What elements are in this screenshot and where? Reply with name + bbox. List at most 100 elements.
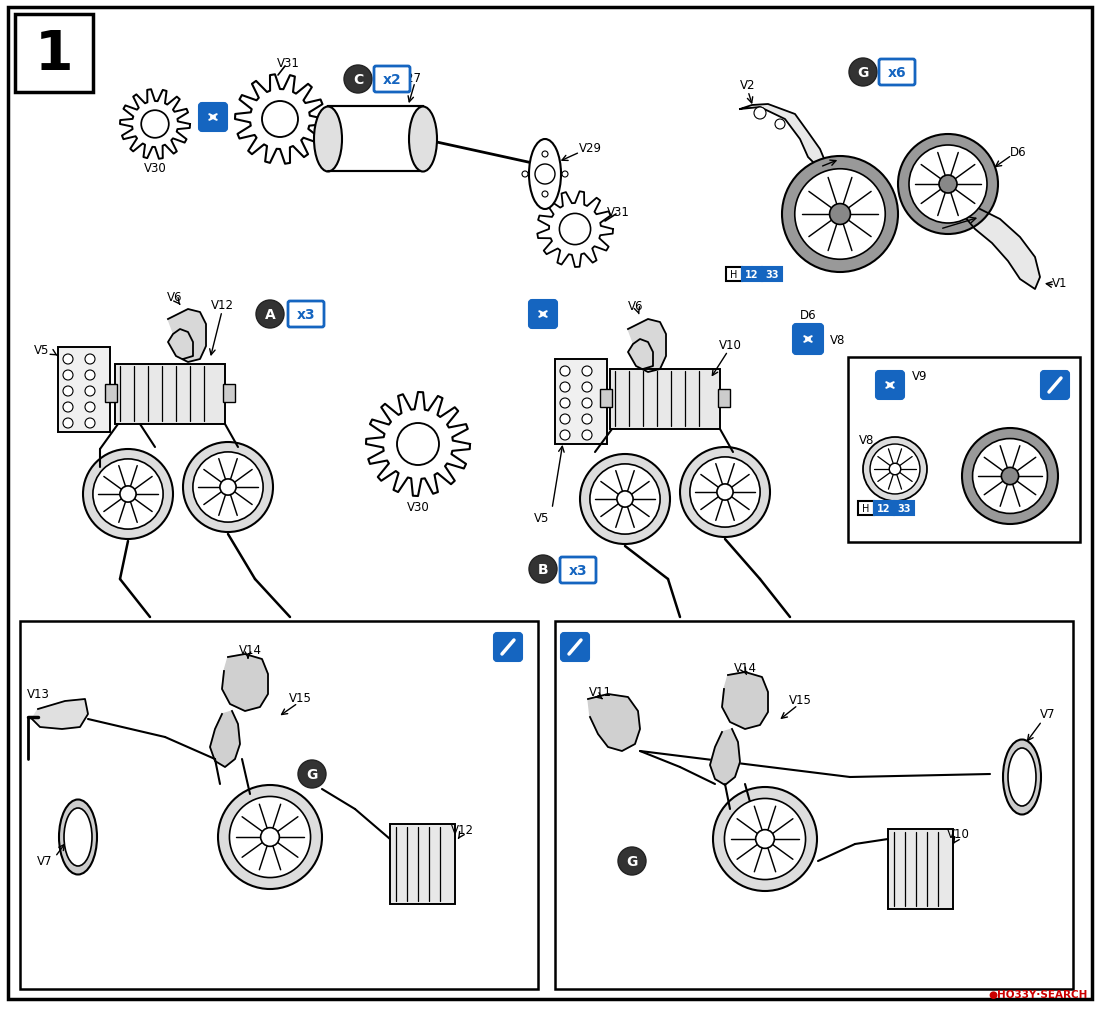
Circle shape [256, 300, 284, 329]
Text: V11: V11 [588, 684, 612, 698]
Circle shape [582, 382, 592, 392]
Text: G: G [306, 767, 318, 782]
Bar [556, 622, 1072, 989]
FancyBboxPatch shape [879, 60, 915, 86]
Circle shape [63, 371, 73, 380]
Text: V31: V31 [606, 205, 629, 218]
Circle shape [535, 165, 556, 185]
Bar [894, 501, 914, 516]
Circle shape [230, 797, 310, 878]
Bar [328, 107, 424, 172]
Bar [104, 384, 117, 402]
Circle shape [120, 486, 136, 502]
Circle shape [582, 398, 592, 408]
FancyBboxPatch shape [1041, 372, 1069, 399]
Circle shape [141, 111, 168, 139]
Text: G: G [857, 66, 869, 80]
Circle shape [776, 120, 785, 129]
Text: V10: V10 [718, 338, 741, 351]
Text: B: B [538, 562, 548, 576]
Circle shape [754, 108, 766, 120]
Polygon shape [588, 695, 640, 751]
Polygon shape [366, 392, 470, 496]
Text: D6: D6 [800, 308, 816, 321]
Bar [610, 370, 720, 430]
Circle shape [63, 386, 73, 396]
FancyBboxPatch shape [288, 301, 324, 328]
Circle shape [82, 450, 173, 540]
Circle shape [85, 419, 95, 429]
Text: H: H [730, 270, 738, 280]
Text: V10: V10 [947, 828, 969, 841]
Circle shape [63, 355, 73, 365]
FancyBboxPatch shape [494, 633, 522, 661]
Circle shape [85, 402, 95, 412]
Circle shape [898, 134, 998, 235]
Text: V8: V8 [830, 334, 846, 346]
Circle shape [795, 170, 886, 260]
Ellipse shape [529, 140, 561, 210]
Bar [726, 268, 742, 282]
Bar [858, 501, 874, 516]
Text: V15: V15 [288, 691, 311, 704]
Polygon shape [537, 192, 613, 268]
Circle shape [298, 760, 326, 789]
Polygon shape [222, 654, 268, 712]
Text: C: C [353, 73, 363, 87]
Polygon shape [235, 75, 324, 165]
Text: V7: V7 [37, 854, 53, 867]
Circle shape [590, 464, 660, 535]
Text: V14: V14 [239, 643, 262, 656]
FancyBboxPatch shape [529, 300, 557, 329]
Circle shape [756, 830, 774, 848]
Circle shape [63, 419, 73, 429]
Text: V30: V30 [407, 500, 429, 513]
Text: x6: x6 [888, 66, 906, 80]
Circle shape [529, 555, 557, 583]
Circle shape [560, 415, 570, 425]
Text: G: G [626, 854, 638, 868]
Bar [762, 268, 782, 282]
Text: V2: V2 [740, 79, 756, 91]
Circle shape [939, 176, 957, 194]
Circle shape [582, 431, 592, 441]
Circle shape [1001, 468, 1019, 485]
Bar [742, 268, 762, 282]
Bar [848, 358, 1080, 543]
Text: D6: D6 [1010, 146, 1026, 159]
Circle shape [725, 799, 805, 880]
Text: V7: V7 [1041, 708, 1056, 721]
FancyBboxPatch shape [793, 325, 823, 355]
Circle shape [870, 445, 920, 494]
FancyBboxPatch shape [199, 104, 227, 131]
Text: V5: V5 [535, 511, 550, 524]
Circle shape [889, 464, 901, 475]
Text: 12: 12 [877, 503, 891, 514]
Bar [556, 360, 607, 445]
Circle shape [909, 146, 987, 223]
Circle shape [85, 386, 95, 396]
Ellipse shape [64, 808, 92, 866]
Text: A: A [265, 307, 275, 321]
Ellipse shape [314, 107, 342, 172]
Circle shape [582, 367, 592, 377]
Circle shape [618, 847, 646, 876]
Circle shape [717, 484, 733, 500]
Text: V31: V31 [276, 57, 299, 70]
Polygon shape [628, 319, 666, 373]
Text: V13: V13 [26, 687, 50, 701]
Text: V14: V14 [734, 661, 757, 674]
Polygon shape [740, 105, 825, 168]
Circle shape [192, 453, 263, 523]
Text: V9: V9 [912, 369, 927, 382]
Text: 1: 1 [35, 28, 74, 82]
Circle shape [713, 788, 817, 891]
Bar [20, 622, 538, 989]
Ellipse shape [409, 107, 437, 172]
Circle shape [218, 786, 322, 889]
Ellipse shape [59, 800, 97, 875]
Bar [58, 348, 110, 433]
Text: V8: V8 [859, 433, 874, 446]
Text: 33: 33 [898, 503, 911, 514]
Text: V29: V29 [579, 142, 602, 155]
